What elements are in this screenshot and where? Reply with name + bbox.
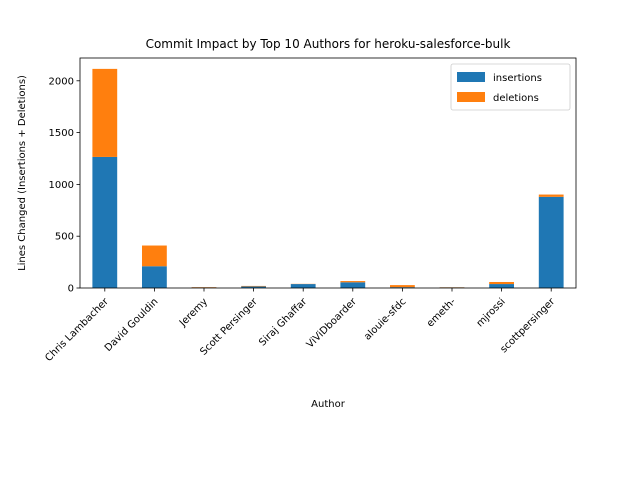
bar-insertions-5 — [340, 282, 366, 288]
bar-deletions-8 — [489, 281, 514, 285]
y-tick-label: 1500 — [49, 128, 74, 139]
bar-insertions-0 — [92, 156, 118, 288]
legend: insertions deletions — [450, 63, 571, 111]
bar-deletions-9 — [538, 194, 564, 197]
bar-insertions-4 — [290, 284, 316, 288]
bar-insertions-6 — [390, 287, 415, 288]
plot-frame — [79, 57, 577, 289]
bar-insertions-1 — [142, 266, 167, 288]
legend-label-insertions: insertions — [493, 73, 542, 84]
bar-deletions-1 — [142, 245, 167, 267]
legend-swatch-insertions — [457, 72, 485, 82]
bar-deletions-5 — [340, 281, 366, 283]
chart-title: Commit Impact by Top 10 Authors for hero… — [146, 37, 511, 51]
y-axis-title: Lines Changed (Insertions + Deletions) — [17, 75, 28, 271]
x-axis-title: Author — [311, 399, 346, 410]
bar-insertions-3 — [241, 286, 266, 288]
y-axis: 0 500 1000 1500 2000 — [49, 76, 80, 295]
bar-deletions-0 — [92, 68, 118, 157]
bar-deletions-6 — [390, 285, 415, 288]
bar-insertions-8 — [489, 284, 514, 288]
legend-label-deletions: deletions — [493, 93, 539, 104]
y-tick-label: 2000 — [49, 76, 74, 87]
y-tick-label: 0 — [68, 284, 74, 295]
bar-insertions-9 — [538, 196, 564, 288]
bar-deletions-3 — [241, 285, 266, 287]
y-tick-label: 1000 — [49, 180, 74, 191]
legend-swatch-deletions — [457, 92, 485, 102]
y-tick-label: 500 — [55, 232, 74, 243]
